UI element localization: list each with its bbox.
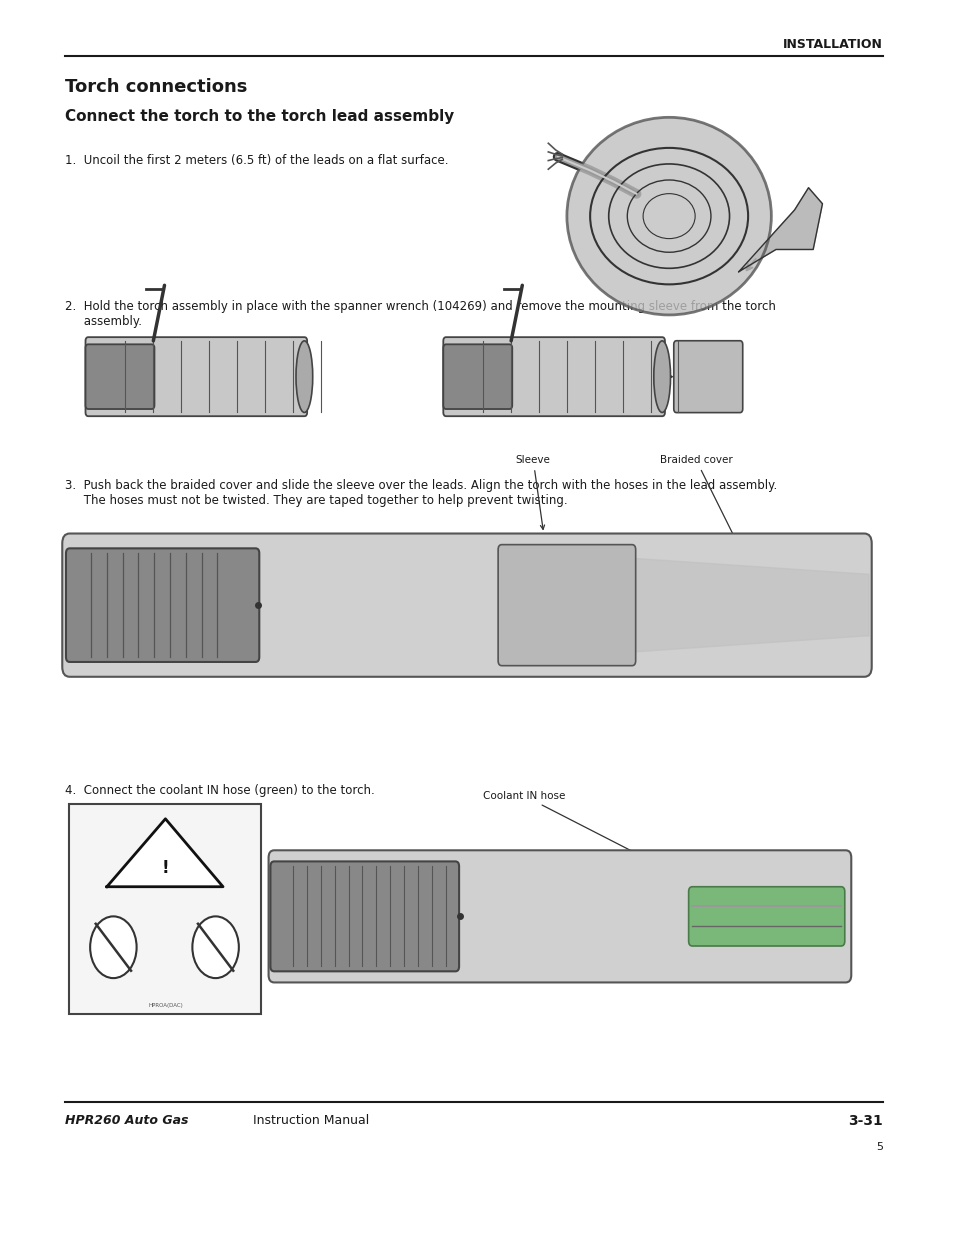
Text: 2.  Hold the torch assembly in place with the spanner wrench (104269) and remove: 2. Hold the torch assembly in place with… [65, 300, 775, 329]
Polygon shape [107, 819, 223, 887]
FancyBboxPatch shape [62, 534, 871, 677]
FancyBboxPatch shape [66, 548, 259, 662]
FancyBboxPatch shape [688, 887, 844, 946]
Text: Coolant IN hose: Coolant IN hose [483, 792, 701, 887]
Ellipse shape [295, 341, 313, 412]
Polygon shape [738, 188, 821, 272]
Ellipse shape [566, 117, 771, 315]
FancyBboxPatch shape [443, 345, 512, 409]
Text: 3.  Push back the braided cover and slide the sleeve over the leads. Align the t: 3. Push back the braided cover and slide… [65, 479, 777, 508]
Text: 1.  Uncoil the first 2 meters (6.5 ft) of the leads on a flat surface.: 1. Uncoil the first 2 meters (6.5 ft) of… [65, 154, 448, 168]
Text: Connect the torch to the torch lead assembly: Connect the torch to the torch lead asse… [65, 109, 454, 124]
Polygon shape [631, 558, 868, 652]
FancyBboxPatch shape [673, 341, 742, 412]
Text: Torch connections: Torch connections [65, 78, 247, 96]
Circle shape [90, 916, 136, 978]
Text: HPROA(DAC): HPROA(DAC) [148, 1003, 183, 1008]
Text: 4.  Connect the coolant IN hose (green) to the torch.: 4. Connect the coolant IN hose (green) t… [65, 784, 375, 798]
FancyBboxPatch shape [497, 545, 635, 666]
Text: !: ! [161, 858, 169, 877]
FancyBboxPatch shape [86, 337, 307, 416]
Text: 5: 5 [875, 1142, 882, 1152]
Ellipse shape [653, 341, 670, 412]
FancyBboxPatch shape [269, 850, 850, 983]
Text: HPR260 Auto Gas: HPR260 Auto Gas [65, 1114, 189, 1128]
Circle shape [193, 916, 238, 978]
FancyBboxPatch shape [69, 804, 261, 1014]
Text: Instruction Manual: Instruction Manual [249, 1114, 369, 1128]
Text: INSTALLATION: INSTALLATION [782, 37, 882, 51]
FancyBboxPatch shape [443, 337, 664, 416]
Text: Sleeve: Sleeve [516, 456, 550, 530]
Text: 3-31: 3-31 [847, 1114, 882, 1128]
FancyBboxPatch shape [270, 862, 458, 971]
FancyBboxPatch shape [86, 345, 154, 409]
Text: Braided cover: Braided cover [659, 456, 760, 589]
